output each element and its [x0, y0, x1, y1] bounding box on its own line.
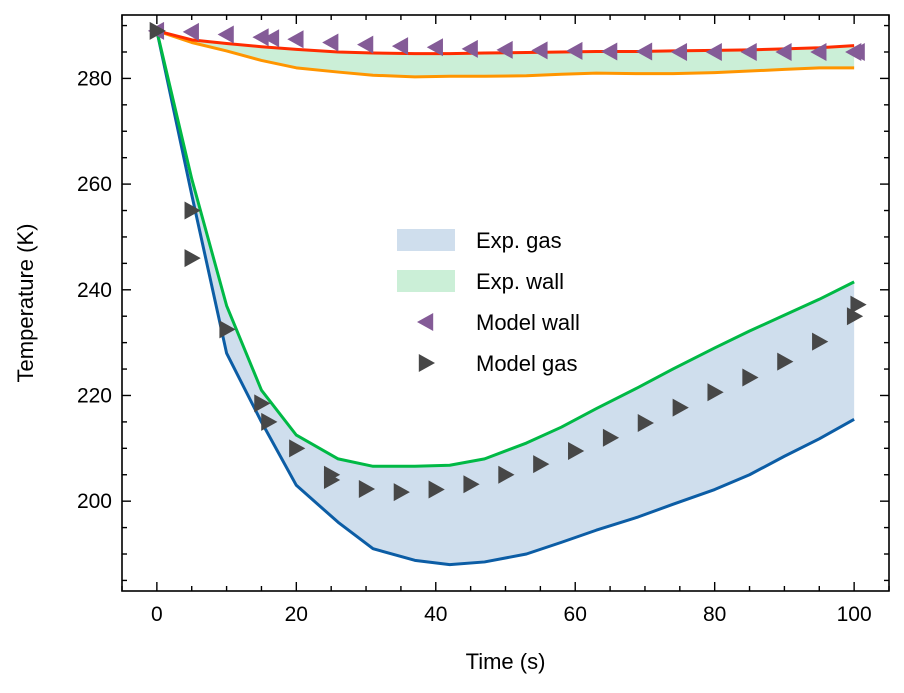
x-tick-label: 40 [424, 603, 447, 626]
marker-model-wall [262, 29, 280, 48]
ticks: 0 20 40 60 80 100 200 220 240 260 280 [77, 15, 890, 626]
band-upper-line-exp-gas [155, 30, 855, 468]
marker-model-wall [322, 33, 339, 52]
marker-model-wall [531, 41, 548, 60]
marker-model-wall [357, 35, 374, 54]
x-tick-label: 60 [564, 603, 587, 626]
x-tick-label: 20 [285, 603, 308, 626]
marker-model-wall [740, 42, 757, 61]
marker-model-gas [533, 455, 550, 474]
marker-model-wall [566, 41, 583, 60]
x-tick-label: 0 [151, 603, 163, 626]
marker-model-gas [393, 483, 410, 502]
marker-model-wall [496, 40, 513, 59]
marker-model-gas [637, 413, 654, 432]
marker-model-gas [742, 368, 759, 387]
band-lower-line-exp-gas [155, 30, 855, 567]
legend-label-exp-gas: Exp. gas [476, 228, 562, 253]
marker-model-gas [777, 352, 794, 371]
marker-model-wall [810, 42, 827, 61]
marker-model-gas [672, 398, 689, 417]
y-tick-label: 280 [77, 67, 112, 90]
marker-model-gas [289, 439, 306, 458]
plot-content [155, 29, 855, 567]
marker-model-gas [850, 295, 867, 314]
band-fill-exp-gas [156, 30, 855, 565]
marker-model-wall [252, 28, 269, 47]
marker-model-wall [848, 42, 865, 61]
x-tick-label: 80 [703, 603, 726, 626]
x-tick-label: 100 [837, 603, 872, 626]
legend-label-model-wall: Model wall [476, 310, 580, 335]
legend-label-model-gas: Model gas [476, 351, 578, 376]
marker-model-gas [149, 21, 166, 40]
marker-model-wall [775, 42, 792, 61]
marker-model-gas [219, 320, 236, 339]
marker-model-gas [261, 412, 278, 431]
marker-model-wall [635, 42, 653, 61]
marker-model-wall [705, 42, 722, 61]
marker-model-wall [601, 42, 618, 61]
marker-model-gas [323, 471, 341, 490]
marker-model-gas [568, 441, 585, 460]
y-tick-label: 240 [77, 279, 112, 302]
marker-model-gas [812, 332, 829, 351]
plot-frame [121, 14, 890, 592]
y-tick-label: 220 [77, 384, 112, 407]
marker-model-wall [670, 42, 688, 61]
marker-model-gas [602, 428, 620, 447]
marker-model-wall [391, 37, 409, 56]
legend-label-exp-wall: Exp. wall [476, 269, 564, 294]
legend-swatch-exp-gas [397, 229, 455, 251]
marker-model-wall [287, 30, 304, 49]
marker-model-wall [461, 39, 478, 58]
legend-marker-model-wall [417, 313, 434, 331]
marker-model-wall [426, 38, 443, 57]
x-axis-label: Time (s) [466, 649, 546, 674]
marker-model-gas [463, 475, 480, 494]
marker-model-wall [182, 22, 199, 41]
marker-model-gas [184, 249, 201, 268]
marker-model-gas [184, 201, 201, 220]
marker-model-wall [217, 25, 234, 44]
band-lower-line-exp-wall [156, 29, 855, 79]
y-tick-label: 200 [77, 490, 112, 513]
legend: Exp. gas Exp. wall Model wall Model gas [397, 228, 580, 376]
marker-model-gas [707, 383, 724, 402]
legend-marker-model-gas [418, 354, 435, 372]
marker-model-gas [498, 465, 515, 484]
marker-model-gas [254, 394, 271, 413]
marker-model-gas [428, 480, 445, 499]
marker-model-gas [358, 480, 376, 499]
y-axis-label: Temperature (K) [13, 224, 38, 383]
markers [147, 21, 867, 502]
y-tick-label: 260 [77, 173, 112, 196]
legend-swatch-exp-wall [397, 270, 455, 292]
